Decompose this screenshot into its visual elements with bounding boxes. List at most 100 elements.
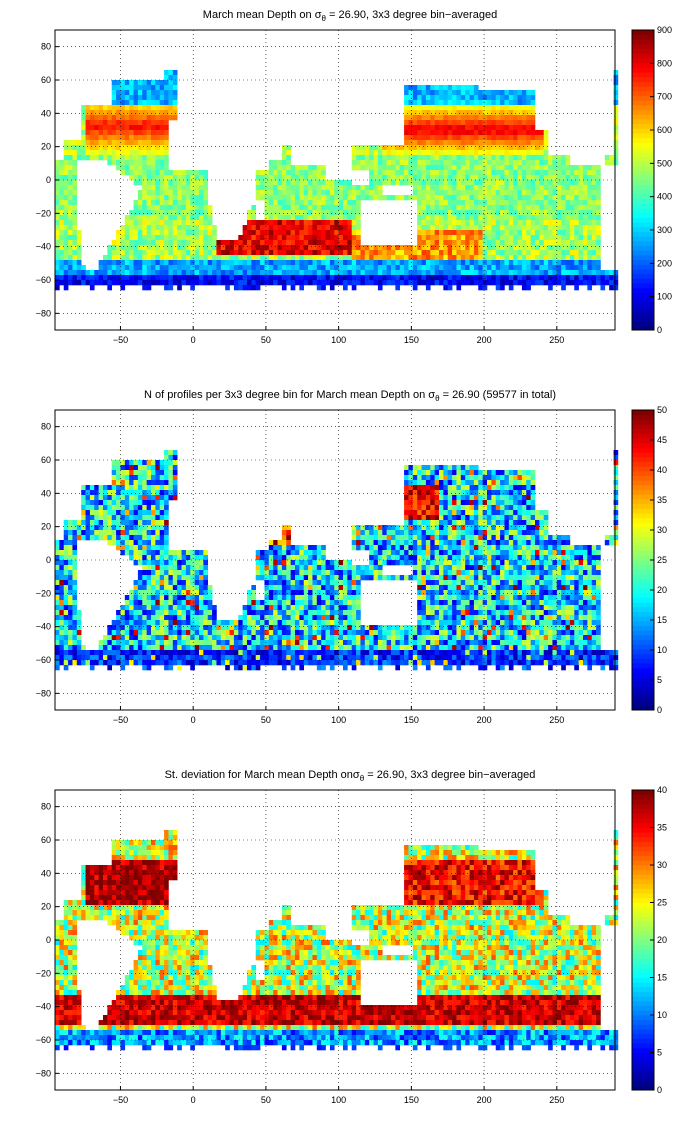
bin-cell [68,165,73,171]
bin-cell [242,245,248,251]
bin-cell [578,265,584,271]
bin-cell [312,245,318,251]
bin-cell [543,270,549,276]
bin-cell [569,260,575,266]
bin-cell [329,195,335,201]
bin-cell [395,270,401,276]
bin-cell [159,280,165,286]
bin-cell [63,230,69,236]
bin-cell [587,545,593,551]
bin-cell [172,555,178,561]
bin-cell [286,545,291,551]
bin-cell [491,200,497,206]
bin-cell [473,515,479,521]
bin-cell [425,90,431,96]
bin-cell [500,120,505,126]
bin-cell [273,165,278,171]
bin-cell [172,200,178,206]
bin-cell [190,250,195,256]
bin-cell [194,175,200,181]
bin-cell [190,255,195,261]
bin-cell [273,185,278,191]
bin-cell [530,150,536,156]
bin-cell [552,240,558,246]
bin-cell [539,525,545,531]
bin-cell [181,275,187,281]
bin-cell [281,160,287,166]
bin-cell [473,170,479,176]
bin-cell [172,95,178,101]
bin-cell [452,165,457,171]
bin-cell [487,90,492,96]
bin-cell [251,245,257,251]
bin-cell [543,265,549,271]
bin-cell [268,560,274,566]
bin-cell [321,275,326,281]
bin-cell [460,260,466,266]
bin-cell [146,240,152,246]
bin-cell [321,180,326,186]
bin-cell [351,185,357,191]
bin-cell [364,535,370,541]
bin-cell [521,160,527,166]
bin-cell [613,75,619,81]
bin-cell [521,140,527,146]
bin-cell [316,265,322,271]
bin-cell [417,140,422,146]
bin-cell [316,235,322,241]
bin-cell [103,140,108,146]
bin-cell [535,270,540,276]
bin-cell [491,515,497,521]
bin-cell [386,165,392,171]
bin-cell [539,250,545,256]
bin-cell [412,560,418,566]
bin-cell [286,260,291,266]
bin-cell [146,460,152,466]
bin-cell [351,160,357,166]
bin-cell [482,560,488,566]
bin-cell [526,200,531,206]
bin-cell [495,495,501,501]
bin-cell [59,215,65,221]
bin-cell [404,520,409,526]
bin-cell [399,265,405,271]
bin-cell [439,255,444,261]
bin-cell [561,250,566,256]
bin-cell [452,515,457,521]
bin-cell [168,480,174,486]
bin-cell [530,505,536,511]
bin-cell [373,245,379,251]
bin-cell [181,245,187,251]
bin-cell [308,255,313,261]
bin-cell [513,100,518,106]
bin-cell [478,245,483,251]
bin-cell [391,275,396,281]
bin-cell [452,140,457,146]
bin-cell [421,485,427,491]
bin-cell [469,120,475,126]
bin-cell [159,490,165,496]
bin-cell [469,550,475,556]
bin-cell [185,275,191,281]
bin-cell [465,565,470,571]
bin-cell [408,125,414,131]
bin-cell [111,105,117,111]
bin-cell [151,275,156,281]
bin-cell [482,150,488,156]
bin-cell [207,265,213,271]
bin-cell [377,165,383,171]
bin-cell [508,110,514,116]
bin-cell [469,170,475,176]
bin-cell [508,565,514,571]
bin-cell [439,240,444,246]
bin-cell [535,530,540,536]
bin-cell [286,215,291,221]
bin-cell [535,240,540,246]
bin-cell [316,165,322,171]
bin-cell [456,510,462,516]
bin-cell [535,185,540,191]
bin-cell [98,505,104,511]
bin-cell [587,280,593,286]
bin-cell [190,205,195,211]
bin-cell [255,175,261,181]
